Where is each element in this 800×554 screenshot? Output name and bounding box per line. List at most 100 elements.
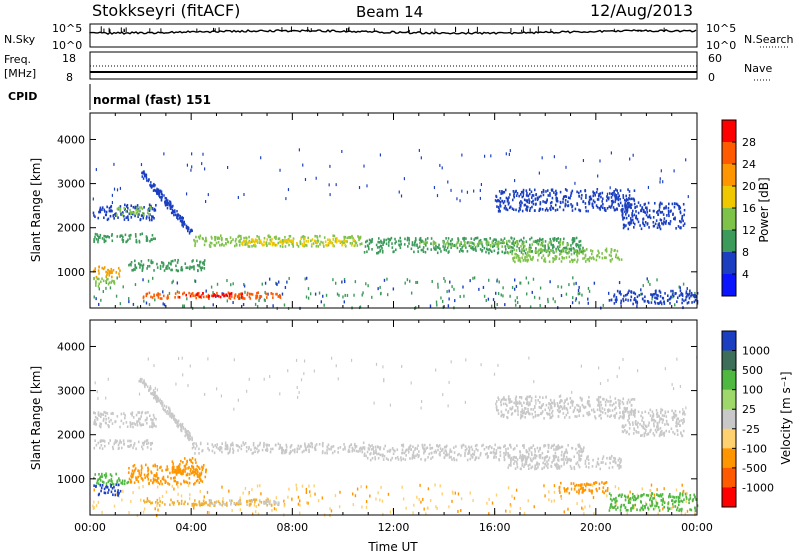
power-scatter-mark xyxy=(473,189,475,193)
power-streak-mark xyxy=(157,191,160,194)
power-band-mark xyxy=(275,237,277,241)
nsearch-tick-top: 10^5 xyxy=(706,22,736,35)
velocity-band-mark xyxy=(155,480,158,483)
power-band-mark xyxy=(508,196,510,199)
power-band-mark xyxy=(399,240,402,243)
power-band-mark xyxy=(500,192,502,195)
velocity-band-mark xyxy=(308,448,310,452)
power-band-mark xyxy=(408,237,410,240)
power-band-mark xyxy=(635,210,637,213)
velocity-band-mark xyxy=(358,447,361,451)
power-band-mark xyxy=(424,238,427,241)
velocity-band-mark xyxy=(505,408,507,412)
velocity-band-mark xyxy=(552,459,555,462)
power-band-mark xyxy=(432,240,435,243)
power-band-mark xyxy=(525,208,527,211)
velocity-band-mark xyxy=(120,441,123,444)
velocity-band-mark xyxy=(252,451,255,455)
power-band-mark xyxy=(488,251,490,255)
velocity-band-mark xyxy=(391,447,394,450)
velocity-band-mark xyxy=(560,464,563,468)
velocity-band-mark xyxy=(248,445,250,449)
power-band-mark xyxy=(680,220,682,224)
power-scatter-mark xyxy=(433,186,436,190)
power-band-mark xyxy=(237,235,239,239)
velocity-noise-mark xyxy=(488,512,490,516)
power-band-mark xyxy=(659,218,662,222)
velocity-band-mark xyxy=(649,414,652,417)
velocity-band-mark xyxy=(101,475,103,478)
velocity-band-mark xyxy=(193,473,195,477)
velocity-band-mark xyxy=(578,453,580,456)
power-band-mark xyxy=(404,237,406,241)
velocity-band-mark xyxy=(202,466,204,470)
power-band-mark xyxy=(659,201,662,205)
velocity-band-mark xyxy=(599,400,602,404)
power-noise-mark xyxy=(607,291,610,295)
power-band-mark xyxy=(451,242,454,246)
power-band-mark xyxy=(342,239,345,243)
power-band-mark xyxy=(636,205,638,208)
power-band-mark xyxy=(512,259,515,262)
velocity-band-mark xyxy=(643,493,645,496)
power-noise-mark xyxy=(258,299,260,303)
velocity-band-mark xyxy=(381,453,383,457)
power-band-mark xyxy=(433,246,435,249)
velocity-band-mark xyxy=(229,499,231,502)
power-band-mark xyxy=(506,244,509,248)
power-band-mark xyxy=(592,190,594,194)
power-band-mark xyxy=(202,295,205,299)
velocity-band-mark xyxy=(557,444,560,447)
velocity-band-mark xyxy=(662,498,664,502)
power-band-mark xyxy=(514,241,517,244)
velocity-band-mark xyxy=(379,446,382,449)
velocity-noise-mark xyxy=(682,490,684,494)
velocity-band-mark xyxy=(332,445,335,448)
power-band-mark xyxy=(435,244,437,248)
velocity-band-mark xyxy=(357,450,360,453)
velocity-noise-mark xyxy=(113,504,116,508)
power-streak-mark xyxy=(163,194,165,197)
power-band-mark xyxy=(522,190,525,194)
velocity-noise-mark xyxy=(401,485,403,489)
power-band-mark xyxy=(652,293,655,296)
power-band-mark xyxy=(127,218,130,222)
power-band-mark xyxy=(559,190,562,194)
power-band-mark xyxy=(668,202,670,206)
velocity-band-mark xyxy=(208,501,211,505)
power-band-mark xyxy=(271,243,274,247)
velocity-band-mark xyxy=(192,445,195,449)
velocity-band-mark xyxy=(550,446,553,450)
power-scatter-mark xyxy=(599,159,601,163)
velocity-band-mark xyxy=(254,498,257,502)
velocity-band-mark xyxy=(153,423,155,427)
velocity-band-mark xyxy=(149,425,151,429)
power-band-mark xyxy=(564,250,567,253)
velocity-band-mark xyxy=(237,502,239,506)
velocity-band-mark xyxy=(566,460,569,463)
power-band-mark xyxy=(554,254,557,258)
velocity-band-mark xyxy=(192,465,195,469)
power-band-mark xyxy=(394,237,396,241)
power-streak-mark xyxy=(188,232,191,235)
velocity-band-mark xyxy=(573,455,576,459)
velocity-band-mark xyxy=(696,504,699,507)
velocity-band-mark xyxy=(547,463,549,466)
velocity-band-mark xyxy=(229,444,232,447)
power-band-mark xyxy=(559,240,562,244)
velocity-noise-mark xyxy=(142,510,145,514)
velocity-band-mark xyxy=(532,444,535,447)
velocity-noise-mark xyxy=(644,501,647,505)
power-band-mark xyxy=(389,238,392,242)
velocity-band-mark xyxy=(230,502,232,506)
power-band-mark xyxy=(519,257,521,260)
power-band-mark xyxy=(345,240,347,243)
power-band-mark xyxy=(234,239,237,243)
power-band-mark xyxy=(424,250,427,254)
velocity-band-mark xyxy=(145,463,147,467)
power-band-mark xyxy=(638,293,641,297)
power-band-mark xyxy=(559,205,561,209)
power-band-mark xyxy=(563,237,565,241)
power-band-mark xyxy=(560,201,562,205)
power-band-mark xyxy=(166,296,168,300)
